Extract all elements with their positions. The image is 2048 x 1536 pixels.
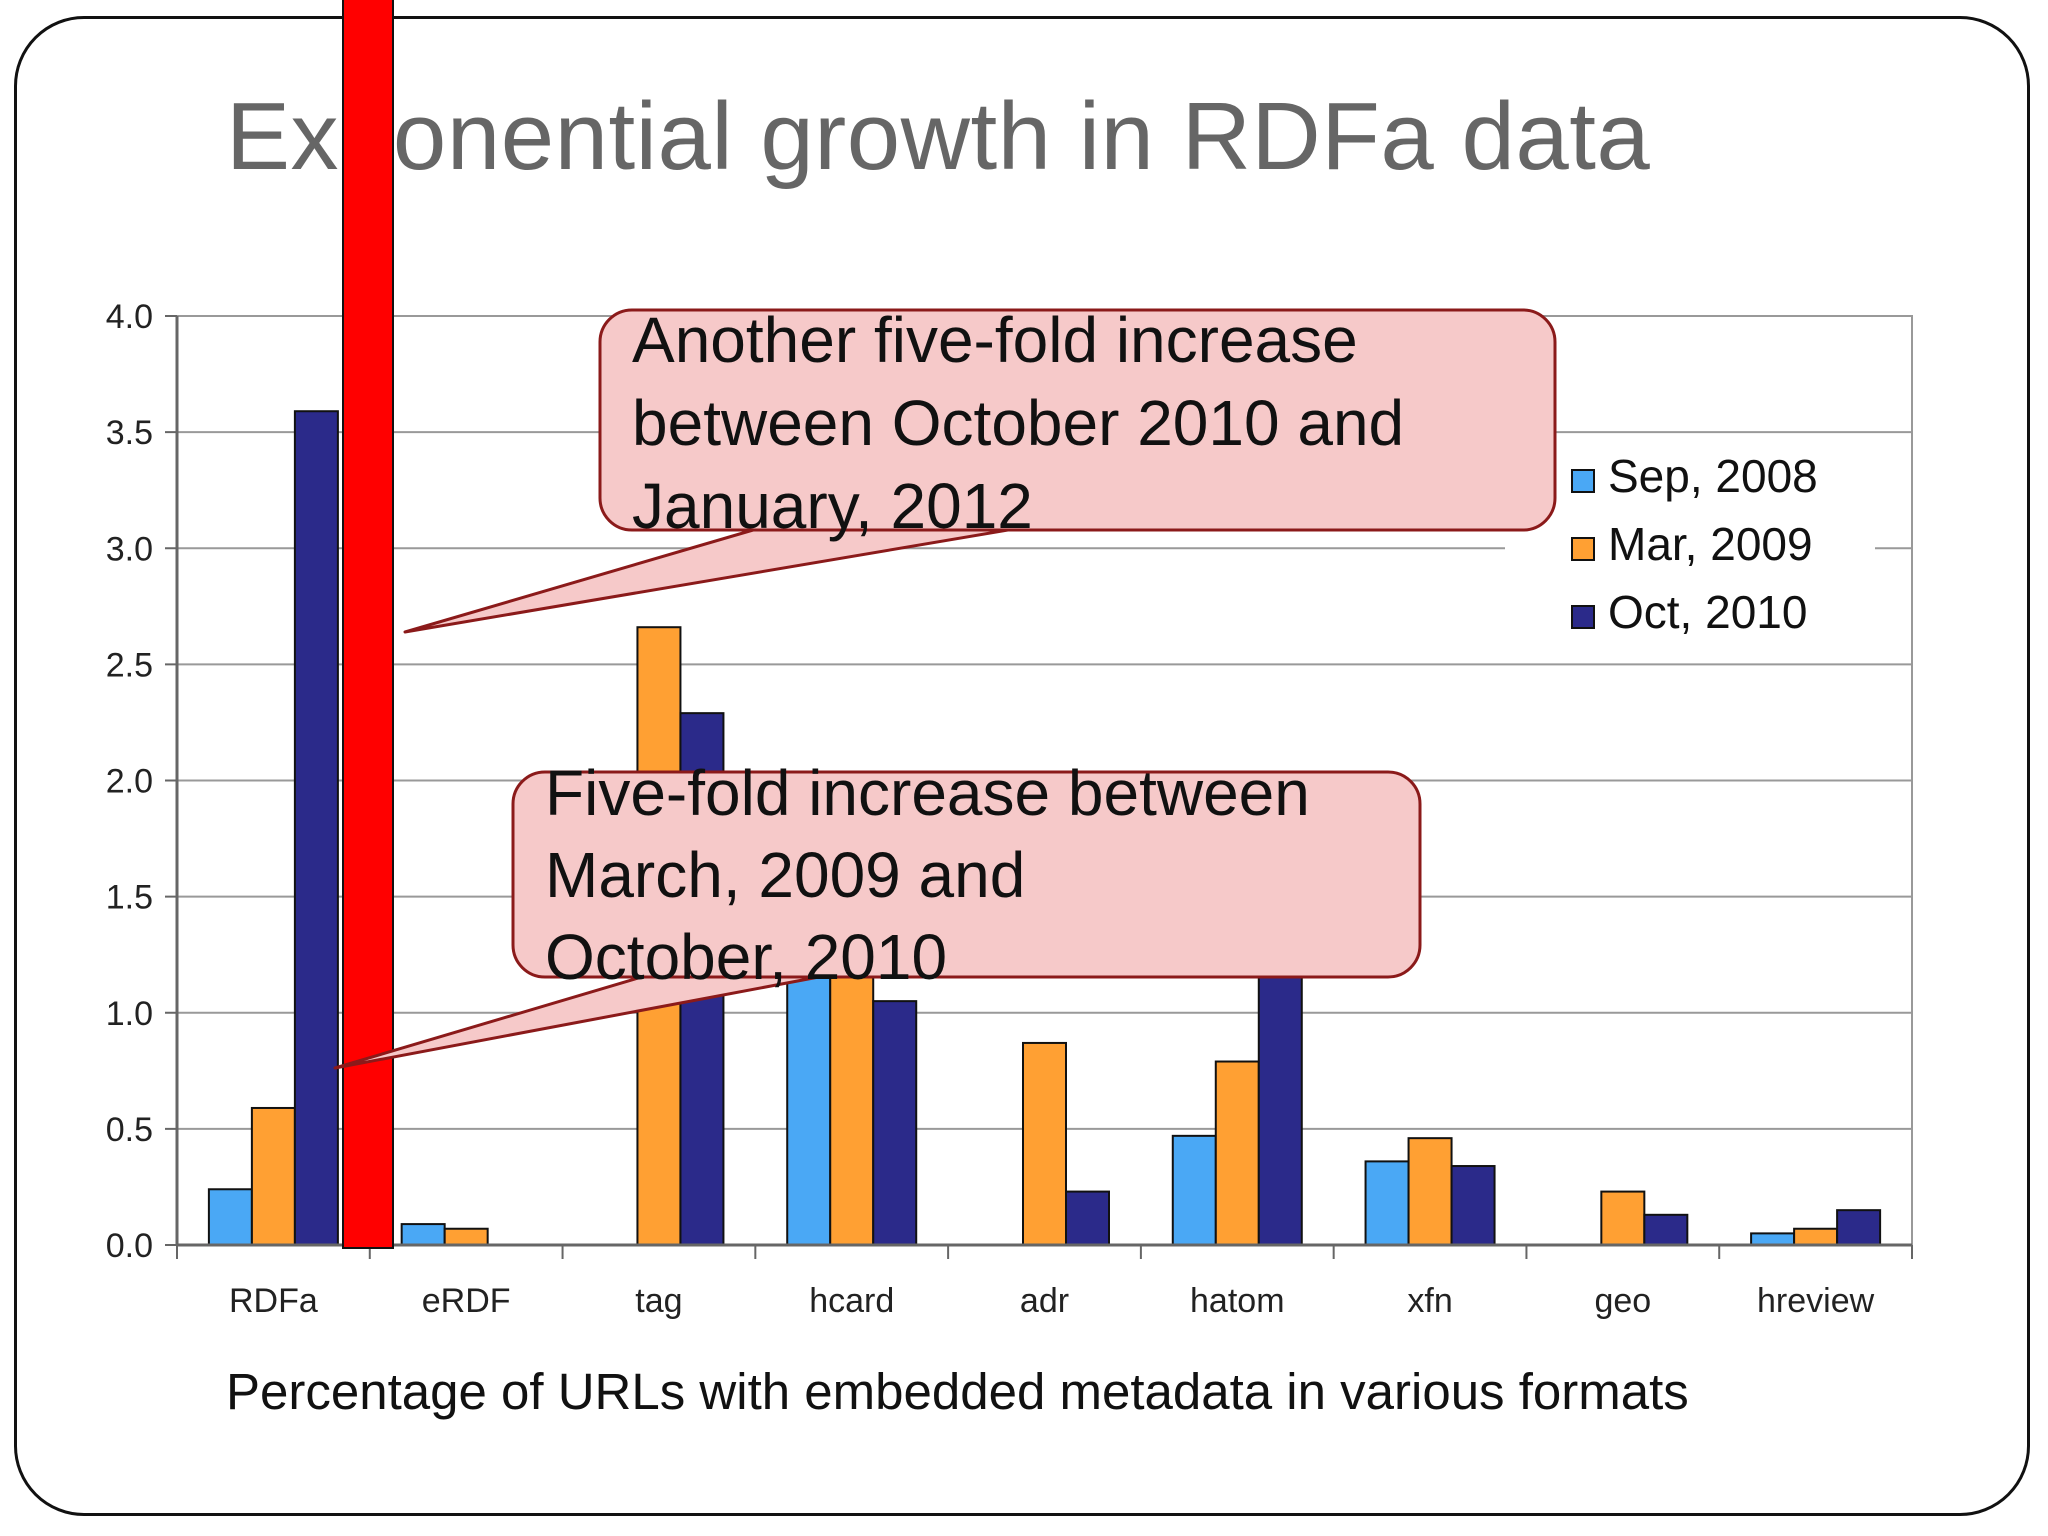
bar-hatom-series-2 bbox=[1257, 942, 1303, 1246]
y-tick-label: 2.0 bbox=[106, 763, 153, 801]
bar-hcard-series-2 bbox=[872, 1000, 918, 1247]
x-tick-label: eRDF bbox=[422, 1282, 511, 1320]
y-tick-label: 4.0 bbox=[106, 298, 153, 336]
x-tick-label: hreview bbox=[1757, 1282, 1875, 1320]
x-tick-label: tag bbox=[635, 1282, 682, 1320]
callout-line: January, 2012 bbox=[632, 470, 1033, 542]
bar-hcard-series-1 bbox=[829, 972, 875, 1247]
bars bbox=[207, 410, 1882, 1247]
bar-xfn-series-0 bbox=[1364, 1160, 1410, 1247]
bar-hreview-series-1 bbox=[1793, 1227, 1839, 1247]
bar-geo-series-1 bbox=[1600, 1190, 1646, 1247]
legend-label: Mar, 2009 bbox=[1608, 518, 1813, 570]
legend: Sep, 2008 Mar, 2009 Oct, 2010 bbox=[1505, 450, 1875, 660]
bar-erdf-series-1 bbox=[443, 1227, 489, 1247]
x-tick-label: hatom bbox=[1190, 1282, 1285, 1320]
legend-label: Oct, 2010 bbox=[1608, 586, 1807, 638]
x-tick-label: adr bbox=[1020, 1282, 1069, 1320]
x-tick-label: RDFa bbox=[229, 1282, 318, 1320]
callout-line: Another five-fold increase bbox=[632, 304, 1358, 376]
y-tick-label: 1.0 bbox=[106, 995, 153, 1033]
bar-hatom-series-1 bbox=[1214, 1060, 1260, 1246]
bar-hreview-series-0 bbox=[1750, 1232, 1796, 1246]
callout-top: Another five-fold increase between Octobe… bbox=[403, 304, 1557, 634]
red-highlight-bar bbox=[342, 0, 394, 1249]
bar-rdfa-series-2 bbox=[293, 410, 339, 1247]
highlight-marker bbox=[342, 0, 394, 1249]
x-tick-label: geo bbox=[1594, 1282, 1651, 1320]
callout-box bbox=[511, 770, 1422, 979]
bar-hatom-series-0 bbox=[1171, 1134, 1217, 1247]
chart-caption: Percentage of URLs with embedded metadat… bbox=[226, 1363, 1689, 1420]
legend-swatch bbox=[1571, 537, 1595, 561]
y-tick-label: 3.0 bbox=[106, 530, 153, 568]
bar-hreview-series-2 bbox=[1836, 1209, 1882, 1246]
callout-box bbox=[598, 308, 1557, 532]
callout-line: Five-fold increase between bbox=[545, 757, 1310, 829]
callout-line: between October 2010 and bbox=[632, 387, 1404, 459]
bar-adr-series-2 bbox=[1065, 1190, 1110, 1247]
callouts: Another five-fold increase between Octobe… bbox=[333, 304, 1557, 1070]
legend-background bbox=[1505, 450, 1875, 660]
callout-pointer bbox=[403, 526, 1022, 634]
axes: 0.0 0.5 1.0 1.5 2.0 2.5 3.0 3.5 4.0 RDFa eRDF tag hc… bbox=[106, 298, 1913, 1320]
legend-label: Sep, 2008 bbox=[1608, 450, 1818, 502]
y-tick-label: 3.5 bbox=[106, 414, 153, 452]
slide-title: Exponential growth in RDFa data bbox=[226, 83, 1651, 190]
callout-bottom: Five-fold increase between March, 2009 an… bbox=[333, 757, 1422, 1070]
callout-line: October, 2010 bbox=[545, 921, 947, 993]
bar-rdfa-series-1 bbox=[250, 1106, 296, 1247]
legend-swatch bbox=[1571, 605, 1595, 629]
y-tick-label: 0.5 bbox=[106, 1111, 153, 1149]
x-tick-label: xfn bbox=[1407, 1282, 1452, 1320]
y-tick-label: 2.5 bbox=[106, 646, 153, 684]
y-tick-label: 0.0 bbox=[106, 1227, 153, 1265]
bar-xfn-series-2 bbox=[1450, 1165, 1496, 1247]
bar-geo-series-2 bbox=[1643, 1213, 1689, 1246]
x-tick-label: hcard bbox=[809, 1282, 894, 1320]
bar-adr-series-1 bbox=[1022, 1041, 1067, 1246]
y-tick-label: 1.5 bbox=[106, 879, 153, 917]
bar-rdfa-series-0 bbox=[207, 1188, 253, 1247]
bar-erdf-series-0 bbox=[400, 1223, 446, 1247]
callout-line: March, 2009 and bbox=[545, 839, 1025, 911]
legend-swatch bbox=[1571, 469, 1595, 493]
bar-xfn-series-1 bbox=[1407, 1137, 1453, 1247]
